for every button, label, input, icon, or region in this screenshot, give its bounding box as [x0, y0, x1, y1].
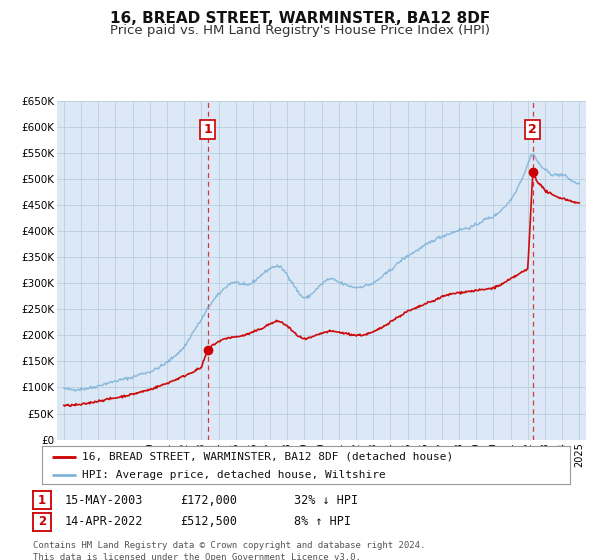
Text: 15-MAY-2003: 15-MAY-2003	[64, 493, 143, 507]
Text: HPI: Average price, detached house, Wiltshire: HPI: Average price, detached house, Wilt…	[82, 470, 385, 480]
Text: 2: 2	[38, 515, 46, 529]
Text: 16, BREAD STREET, WARMINSTER, BA12 8DF (detached house): 16, BREAD STREET, WARMINSTER, BA12 8DF (…	[82, 451, 453, 461]
Text: 16, BREAD STREET, WARMINSTER, BA12 8DF: 16, BREAD STREET, WARMINSTER, BA12 8DF	[110, 11, 490, 26]
Text: Price paid vs. HM Land Registry's House Price Index (HPI): Price paid vs. HM Land Registry's House …	[110, 24, 490, 36]
Text: 8% ↑ HPI: 8% ↑ HPI	[294, 515, 351, 529]
Text: 2: 2	[529, 123, 537, 136]
Text: £172,000: £172,000	[180, 493, 237, 507]
Text: Contains HM Land Registry data © Crown copyright and database right 2024.
This d: Contains HM Land Registry data © Crown c…	[33, 541, 425, 560]
Text: 1: 1	[38, 493, 46, 507]
Text: £512,500: £512,500	[180, 515, 237, 529]
Text: 14-APR-2022: 14-APR-2022	[64, 515, 143, 529]
Text: 1: 1	[203, 123, 212, 136]
Text: 32% ↓ HPI: 32% ↓ HPI	[294, 493, 358, 507]
